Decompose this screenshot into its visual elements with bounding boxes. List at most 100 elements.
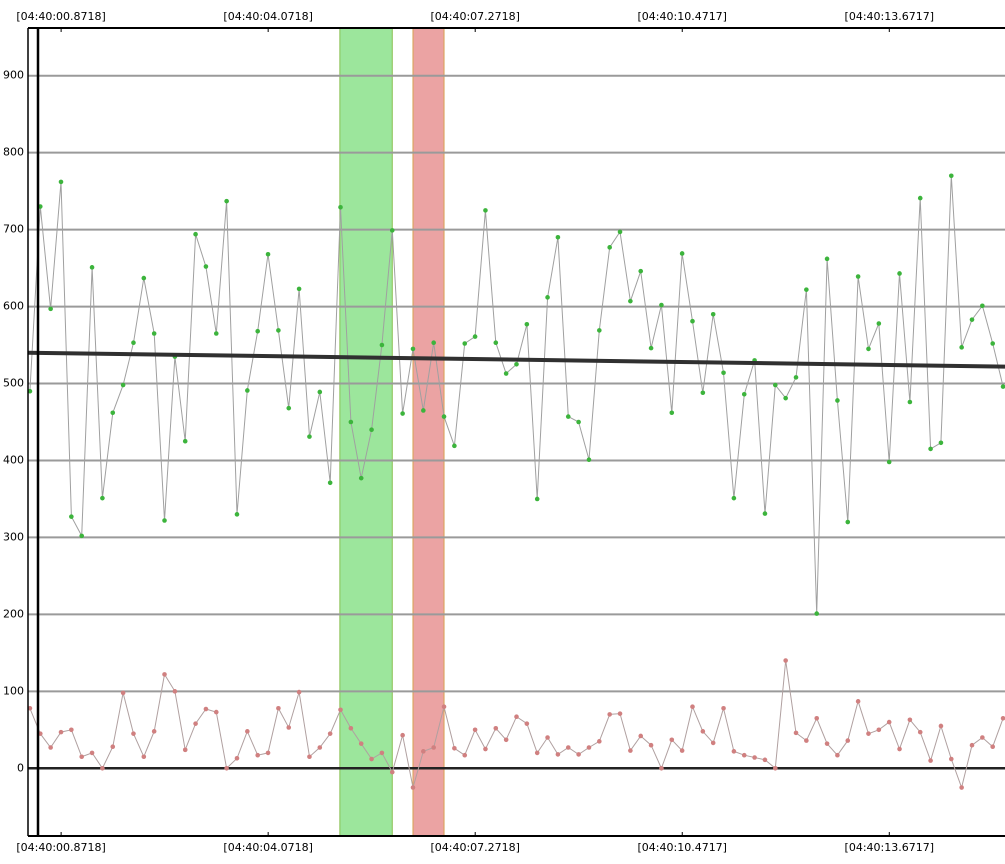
data-point — [493, 725, 499, 731]
data-point — [752, 755, 757, 760]
data-point — [120, 382, 126, 388]
data-point — [110, 410, 116, 416]
data-point — [493, 340, 499, 346]
data-point — [162, 518, 167, 523]
x-tick-label-top: [04:40:13.6717] — [845, 10, 934, 23]
data-point — [131, 340, 136, 346]
data-point — [151, 729, 157, 734]
x-tick-label-top: [04:40:07.2718] — [430, 10, 519, 23]
data-point — [472, 727, 478, 733]
data-point — [296, 689, 302, 695]
data-point — [907, 399, 913, 405]
data-point — [762, 757, 768, 763]
data-point — [897, 271, 902, 276]
data-point — [503, 737, 509, 743]
x-tick-label-top: [04:40:00.8718] — [16, 10, 105, 23]
data-point — [265, 750, 271, 756]
data-point — [100, 495, 105, 501]
grid — [28, 74, 1005, 770]
data-point — [731, 495, 737, 501]
data-point — [369, 427, 374, 432]
data-point — [628, 748, 633, 753]
data-point — [917, 195, 923, 201]
data-point — [224, 765, 229, 771]
data-point — [917, 729, 923, 735]
data-point — [79, 754, 85, 760]
data-point — [234, 755, 240, 761]
data-point — [276, 705, 281, 711]
data-point — [421, 749, 426, 754]
data-point — [162, 672, 167, 677]
data-point — [876, 727, 882, 733]
data-point — [565, 745, 571, 750]
data-point — [638, 268, 644, 274]
data-point — [938, 440, 944, 446]
data-point — [369, 756, 374, 762]
data-point — [213, 709, 219, 715]
data-point — [855, 274, 861, 279]
data-point — [659, 302, 664, 308]
data-point — [503, 371, 509, 376]
x-tick-label-bottom: [04:40:10.4717] — [638, 841, 727, 854]
data-point — [814, 611, 820, 616]
data-point — [534, 750, 540, 756]
data-point — [141, 754, 147, 760]
data-point — [710, 311, 716, 317]
data-point — [307, 754, 312, 760]
data-point — [410, 346, 416, 352]
data-point — [741, 752, 747, 758]
data-point — [452, 443, 457, 449]
data-point — [327, 480, 333, 486]
data-point — [193, 231, 198, 237]
data-point — [876, 321, 882, 326]
y-tick-label: 400 — [3, 453, 24, 466]
data-point — [58, 729, 64, 735]
data-point — [89, 750, 95, 756]
data-point — [783, 395, 788, 401]
data-point — [886, 459, 892, 465]
data-point — [824, 741, 830, 746]
data-point — [317, 745, 323, 750]
data-point — [296, 286, 302, 292]
data-point — [182, 438, 188, 444]
y-tick-label: 900 — [3, 69, 24, 82]
data-point — [597, 739, 602, 744]
y-tick-label: 500 — [3, 377, 24, 390]
data-point — [213, 331, 219, 336]
series-layer — [28, 173, 1005, 790]
data-point — [286, 725, 292, 730]
data-point — [938, 723, 944, 729]
data-point — [400, 411, 405, 416]
data-point — [793, 730, 799, 736]
data-point — [276, 328, 281, 333]
data-point — [948, 756, 954, 762]
data-point — [804, 287, 809, 292]
data-point — [472, 334, 478, 339]
data-point — [193, 721, 198, 726]
data-point — [783, 658, 788, 663]
data-point — [990, 341, 996, 346]
data-point — [855, 699, 861, 704]
data-point — [203, 706, 209, 712]
data-point — [773, 765, 778, 771]
data-point — [389, 228, 395, 233]
data-point — [648, 742, 654, 748]
data-point — [514, 361, 519, 367]
data-point — [524, 321, 530, 327]
series-line — [28, 350, 1005, 369]
data-point — [773, 382, 778, 388]
data-point — [586, 745, 592, 750]
data-point — [79, 533, 85, 539]
data-point — [866, 346, 871, 352]
data-point — [317, 389, 323, 395]
data-point — [845, 738, 851, 743]
data-point — [700, 390, 706, 396]
data-point — [307, 434, 312, 439]
data-point — [607, 712, 612, 717]
data-point — [48, 745, 53, 750]
data-point — [120, 690, 126, 696]
x-tick-label-bottom: [04:40:13.6717] — [845, 841, 934, 854]
